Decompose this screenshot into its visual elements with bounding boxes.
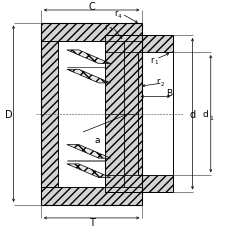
Polygon shape [41,42,58,187]
Text: B: B [165,89,171,98]
Text: 4: 4 [117,14,121,19]
Polygon shape [67,51,110,64]
Text: 3: 3 [108,27,112,32]
Polygon shape [41,23,142,42]
Text: d: d [202,110,207,119]
Text: 1: 1 [208,115,212,120]
Polygon shape [124,42,142,187]
Polygon shape [104,36,172,53]
Polygon shape [67,70,110,84]
Text: C: C [88,2,95,12]
Polygon shape [58,42,124,187]
Polygon shape [104,53,137,114]
Text: r: r [113,9,117,18]
Text: 1: 1 [153,60,157,65]
Polygon shape [41,187,142,205]
Text: a: a [94,135,99,144]
Text: 2: 2 [160,82,164,87]
Text: T: T [88,217,94,227]
Polygon shape [67,145,110,158]
Polygon shape [104,114,137,175]
Polygon shape [67,164,110,178]
Text: r: r [156,77,159,86]
Polygon shape [104,175,172,193]
Text: d: d [189,109,195,119]
Text: D: D [5,109,13,119]
Text: r: r [104,23,108,32]
Text: r: r [149,55,153,64]
